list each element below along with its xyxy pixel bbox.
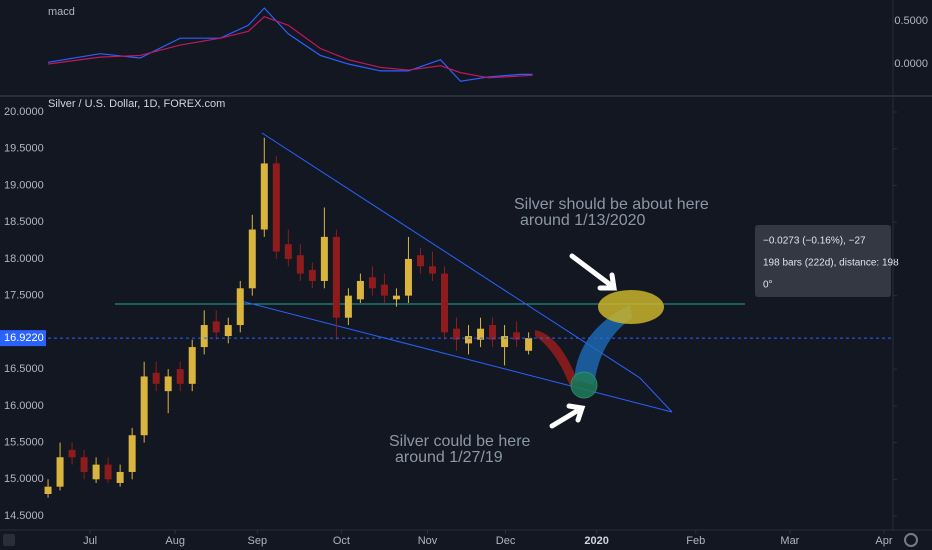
zoom-button[interactable] xyxy=(3,534,15,546)
drawings xyxy=(3,132,918,547)
measure-text: 0° xyxy=(763,280,773,291)
candle-body xyxy=(392,295,400,300)
candle-body xyxy=(356,280,364,300)
x-tick-label: Apr xyxy=(875,535,892,547)
candle-body xyxy=(152,372,160,384)
path-arrow xyxy=(574,305,632,385)
annotation: around 1/27/19 xyxy=(395,449,503,466)
y-tick-label: 15.5000 xyxy=(4,436,44,448)
x-tick-label: Nov xyxy=(418,535,438,547)
annotation: Silver could be here xyxy=(389,433,531,450)
candle-body xyxy=(56,457,64,487)
trend-line xyxy=(236,299,673,413)
trend-line xyxy=(261,132,641,379)
x-tick-label: Mar xyxy=(780,535,799,547)
y-tick-label: 0.0000 xyxy=(894,58,928,70)
candle-body xyxy=(513,332,521,340)
candle-body xyxy=(212,321,220,333)
x-tick-label: 2020 xyxy=(584,535,608,547)
x-tick-label: Jul xyxy=(83,535,97,547)
candle-body xyxy=(80,457,88,472)
pointer-arrow xyxy=(549,403,586,429)
path-arrow xyxy=(535,330,578,386)
y-tick-label: 16.0000 xyxy=(4,400,44,412)
chart-title: Silver / U.S. Dollar, 1D, FOREX.com xyxy=(48,98,225,110)
candle-body xyxy=(489,325,497,340)
y-tick-label: 18.0000 xyxy=(4,253,44,265)
candle-body xyxy=(453,328,461,340)
candle-body xyxy=(416,255,424,267)
candle-body xyxy=(380,284,388,296)
annotation: Silver should be about here xyxy=(514,196,709,213)
candle-body xyxy=(501,336,509,348)
candle-body xyxy=(440,273,448,333)
macd-line xyxy=(47,7,533,82)
measure-box xyxy=(755,225,891,297)
trend-line xyxy=(639,377,673,413)
candle-body xyxy=(128,435,136,472)
last-price-box xyxy=(0,330,46,347)
candle-body xyxy=(92,464,100,480)
candle-body xyxy=(176,369,184,384)
candle-body xyxy=(188,347,196,384)
x-tick-label: Dec xyxy=(496,535,516,547)
candle-body xyxy=(164,376,172,392)
macd-title: macd xyxy=(48,6,75,18)
candle-body xyxy=(284,244,292,259)
y-tick-label: 16.5000 xyxy=(4,363,44,375)
target-ellipse xyxy=(598,290,664,324)
x-tick-label: Aug xyxy=(165,535,185,547)
last-price-label: 16.9220 xyxy=(4,332,44,344)
candle-body xyxy=(465,336,473,344)
measure-text: 198 bars (222d), distance: 198 xyxy=(763,258,899,269)
candle-body xyxy=(68,449,76,458)
y-tick-label: 18.5000 xyxy=(4,216,44,228)
candle-body xyxy=(368,277,376,289)
y-tick-label: 19.5000 xyxy=(4,143,44,155)
candle-body xyxy=(332,236,340,318)
candle-body xyxy=(104,464,112,480)
candle-body xyxy=(224,325,232,337)
candle-body xyxy=(344,295,352,318)
candle-body xyxy=(296,255,304,274)
measure-text: −0.0273 (−0.16%), −27 xyxy=(763,236,866,247)
candle-body xyxy=(44,486,52,495)
y-tick-label: 19.0000 xyxy=(4,179,44,191)
x-tick-label: Sep xyxy=(247,535,267,547)
annotation: around 1/13/2020 xyxy=(520,212,646,229)
candle-body xyxy=(525,338,533,351)
candle-body xyxy=(116,471,124,483)
candle-body xyxy=(320,236,328,281)
y-tick-label: 20.0000 xyxy=(4,106,44,118)
candle-body xyxy=(308,269,316,281)
macd-line xyxy=(47,16,533,79)
y-tick-label: 0.5000 xyxy=(894,15,928,27)
pointer-arrow xyxy=(569,253,617,291)
candle-body xyxy=(236,288,244,326)
settings-button[interactable] xyxy=(904,533,918,547)
candle-body xyxy=(428,266,436,274)
target-circle xyxy=(570,371,598,399)
candle-body xyxy=(272,163,280,252)
candle-body xyxy=(260,163,268,230)
x-tick-label: Feb xyxy=(686,535,705,547)
candle-body xyxy=(404,258,412,296)
candle-body xyxy=(477,328,485,340)
y-tick-label: 17.5000 xyxy=(4,290,44,302)
x-tick-label: Oct xyxy=(333,535,350,547)
candle-body xyxy=(248,229,256,289)
y-tick-label: 15.0000 xyxy=(4,473,44,485)
candle-body xyxy=(200,325,208,348)
y-tick-label: 14.5000 xyxy=(4,510,44,522)
candle-body xyxy=(140,376,148,436)
